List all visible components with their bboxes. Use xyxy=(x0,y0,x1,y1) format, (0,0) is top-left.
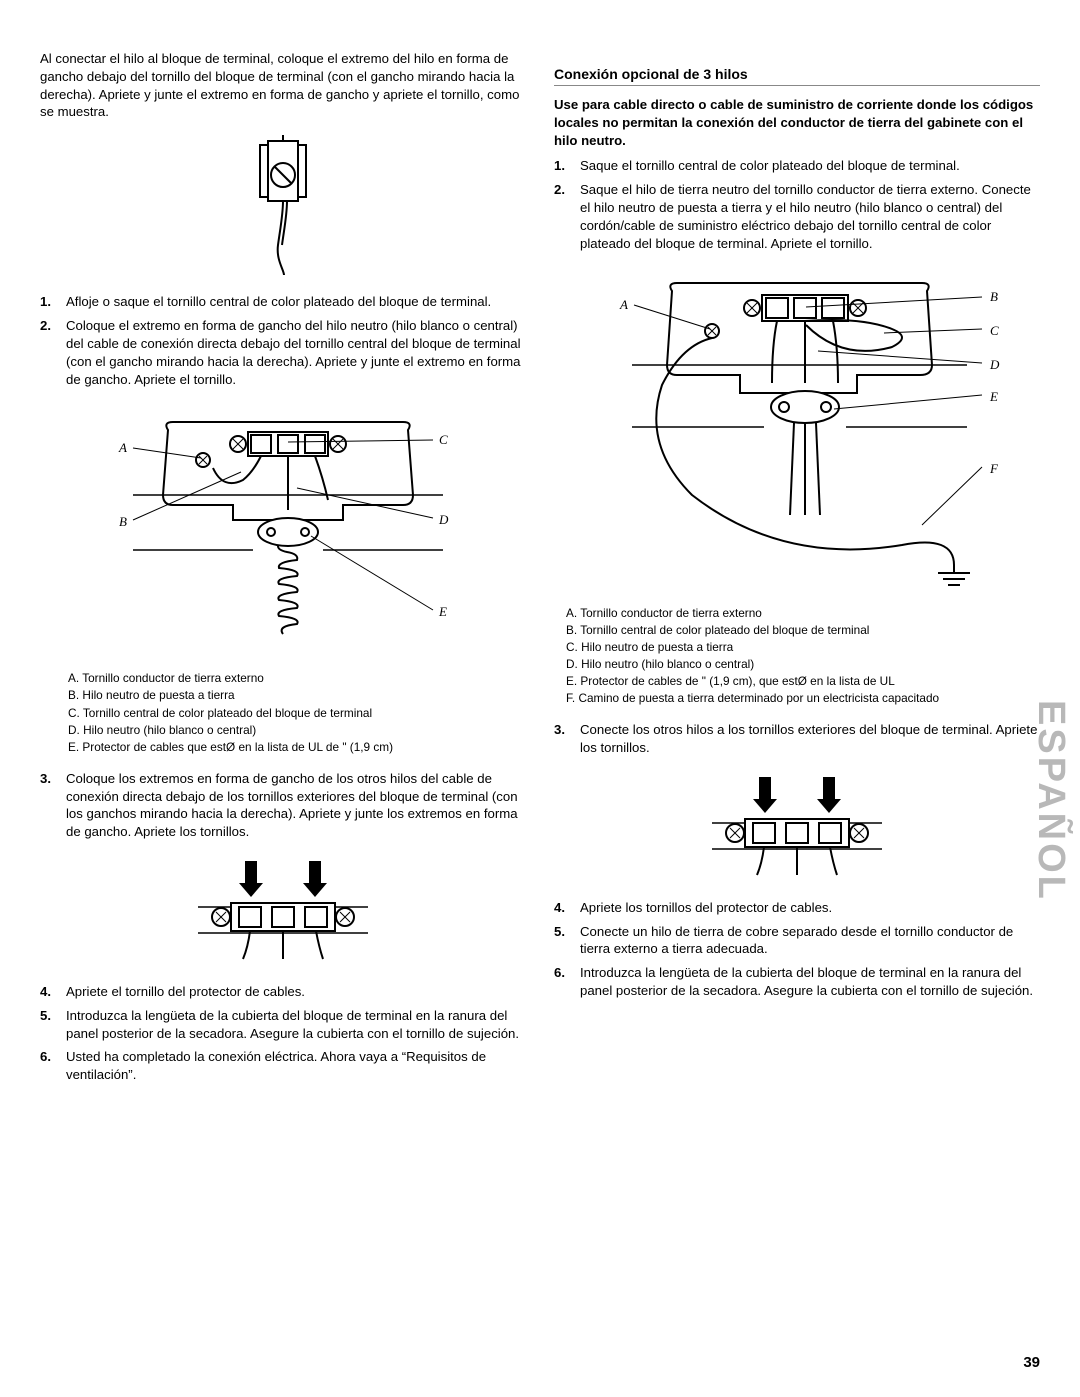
right-step-3: Conecte los otros hilos a los tornillos … xyxy=(554,721,1040,757)
r-label-E: E xyxy=(989,389,998,404)
label-B: B xyxy=(119,514,127,529)
r-label-B: B xyxy=(990,289,998,304)
left-step-2: Coloque el extremo en forma de gancho de… xyxy=(40,317,526,388)
left-legend: A. Tornillo conductor de tierra externo … xyxy=(40,670,526,755)
hook-wire-figure xyxy=(40,135,526,275)
left-steps-c: Apriete el tornillo del protector de cab… xyxy=(40,983,526,1084)
r-label-F: F xyxy=(989,461,999,476)
left-step-6: Usted ha completado la conexión eléctric… xyxy=(40,1048,526,1084)
legend-B: B. Hilo neutro de puesta a tierra xyxy=(68,687,526,704)
label-E: E xyxy=(438,604,447,619)
right-steps-c: Apriete los tornillos del protector de c… xyxy=(554,899,1040,1000)
r-legend-F: F. Camino de puesta a tierra determinado… xyxy=(566,690,1040,707)
right-step-6: Introduzca la lengüeta de la cubierta de… xyxy=(554,964,1040,1000)
legend-D: D. Hilo neutro (hilo blanco o central) xyxy=(68,722,526,739)
right-heading: Conexión opcional de 3 hilos xyxy=(554,66,1040,86)
right-column: Conexión opcional de 3 hilos Use para ca… xyxy=(554,50,1040,1090)
language-side-label: ESPAÑOL xyxy=(1029,700,1072,902)
right-legend: A. Tornillo conductor de tierra externo … xyxy=(554,605,1040,708)
r-label-C: C xyxy=(990,323,999,338)
legend-C: C. Tornillo central de color plateado de… xyxy=(68,705,526,722)
page: Al conectar el hilo al bloque de termina… xyxy=(0,0,1080,1130)
arrows-terminal-figure xyxy=(40,855,526,965)
r-legend-C: C. Hilo neutro de puesta a tierra xyxy=(566,639,1040,656)
right-steps-b: Conecte los otros hilos a los tornillos … xyxy=(554,721,1040,757)
legend-A: A. Tornillo conductor de tierra externo xyxy=(68,670,526,687)
r-legend-D: D. Hilo neutro (hilo blanco o central) xyxy=(566,656,1040,673)
r-legend-B: B. Tornillo central de color plateado de… xyxy=(566,622,1040,639)
label-A: A xyxy=(118,440,127,455)
right-step-4: Apriete los tornillos del protector de c… xyxy=(554,899,1040,917)
right-step-5: Conecte un hilo de tierra de cobre separ… xyxy=(554,923,1040,959)
right-steps-a: Saque el tornillo central de color plate… xyxy=(554,157,1040,252)
page-number: 39 xyxy=(1023,1354,1040,1371)
left-step-3: Coloque los extremos en forma de gancho … xyxy=(40,770,526,841)
r-legend-A: A. Tornillo conductor de tierra externo xyxy=(566,605,1040,622)
label-C: C xyxy=(439,432,448,447)
left-steps-a: Afloje o saque el tornillo central de co… xyxy=(40,293,526,388)
left-column: Al conectar el hilo al bloque de termina… xyxy=(40,50,526,1090)
left-step-5: Introduzca la lengüeta de la cubierta de… xyxy=(40,1007,526,1043)
label-D: D xyxy=(438,512,449,527)
right-step-1: Saque el tornillo central de color plate… xyxy=(554,157,1040,175)
left-terminal-figure: A B C D E xyxy=(40,400,526,660)
right-step-2: Saque el hilo de tierra neutro del torni… xyxy=(554,181,1040,252)
r-label-D: D xyxy=(989,357,1000,372)
right-arrows-figure xyxy=(554,771,1040,881)
left-step-4: Apriete el tornillo del protector de cab… xyxy=(40,983,526,1001)
right-bold-note: Use para cable directo o cable de sumini… xyxy=(554,96,1040,149)
left-intro: Al conectar el hilo al bloque de termina… xyxy=(40,50,526,121)
right-terminal-figure: A B C D E F xyxy=(554,265,1040,595)
left-steps-b: Coloque los extremos en forma de gancho … xyxy=(40,770,526,841)
left-step-1: Afloje o saque el tornillo central de co… xyxy=(40,293,526,311)
legend-E: E. Protector de cables que estØ en la li… xyxy=(68,739,526,756)
r-legend-E: E. Protector de cables de " (1,9 cm), qu… xyxy=(566,673,1040,690)
r-label-A: A xyxy=(619,297,628,312)
